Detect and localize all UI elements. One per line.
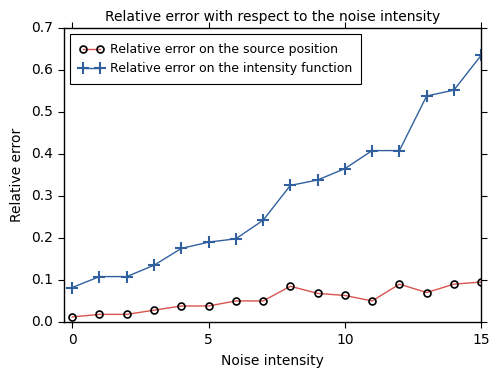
Relative error on the intensity function xyxy=(96,274,102,279)
Relative error on the source position xyxy=(424,290,430,295)
Relative error on the intensity function xyxy=(478,53,484,57)
Relative error on the source position xyxy=(478,280,484,284)
Line: Relative error on the intensity function: Relative error on the intensity function xyxy=(66,50,486,293)
Relative error on the intensity function xyxy=(451,88,457,92)
Relative error on the source position xyxy=(342,293,348,298)
Legend: Relative error on the source position, Relative error on the intensity function: Relative error on the source position, R… xyxy=(70,34,362,84)
Relative error on the source position xyxy=(369,299,375,303)
Relative error on the intensity function xyxy=(233,237,239,241)
Relative error on the source position xyxy=(260,299,266,303)
Relative error on the source position xyxy=(178,304,184,308)
Relative error on the source position xyxy=(314,291,320,296)
Relative error on the intensity function xyxy=(288,183,294,188)
Relative error on the intensity function xyxy=(178,246,184,251)
Relative error on the intensity function xyxy=(369,148,375,153)
Relative error on the intensity function xyxy=(69,285,75,290)
Relative error on the intensity function xyxy=(314,178,320,182)
Relative error on the intensity function xyxy=(124,274,130,279)
Relative error on the source position xyxy=(96,312,102,317)
Relative error on the intensity function xyxy=(396,148,402,153)
Relative error on the source position xyxy=(288,284,294,288)
Relative error on the source position xyxy=(396,282,402,287)
Relative error on the intensity function xyxy=(260,218,266,223)
Relative error on the intensity function xyxy=(424,94,430,98)
Relative error on the source position xyxy=(151,308,157,313)
Relative error on the intensity function xyxy=(151,263,157,268)
Relative error on the source position xyxy=(451,282,457,287)
X-axis label: Noise intensity: Noise intensity xyxy=(221,354,324,368)
Y-axis label: Relative error: Relative error xyxy=(10,128,24,222)
Line: Relative error on the source position: Relative error on the source position xyxy=(69,279,484,321)
Relative error on the intensity function xyxy=(206,240,212,245)
Title: Relative error with respect to the noise intensity: Relative error with respect to the noise… xyxy=(105,10,440,24)
Relative error on the source position xyxy=(124,312,130,317)
Relative error on the source position xyxy=(206,304,212,308)
Relative error on the intensity function xyxy=(342,166,348,171)
Relative error on the source position xyxy=(69,314,75,319)
Relative error on the source position xyxy=(233,299,239,303)
